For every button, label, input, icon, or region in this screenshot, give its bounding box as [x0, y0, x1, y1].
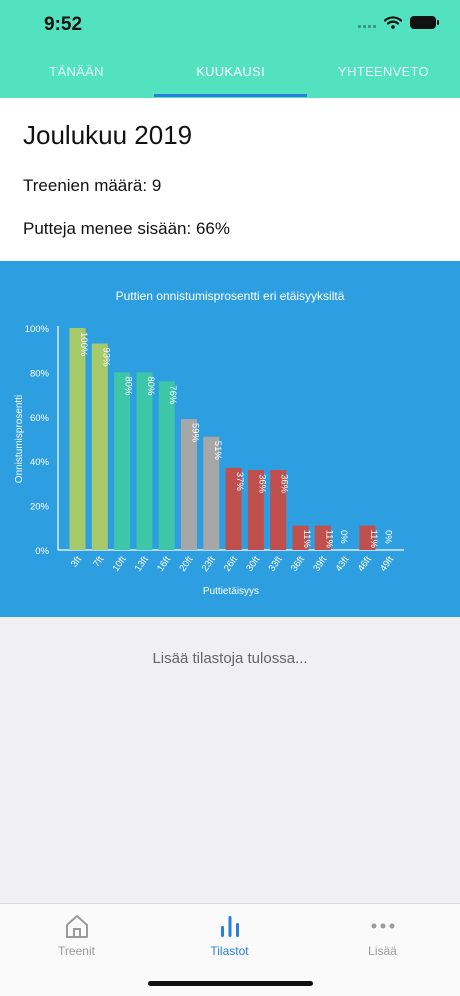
header: 9:52 TÄNÄÄN KUUKAUSI YHTEENVETO [0, 0, 460, 98]
x-tick-label: 30ft [244, 554, 262, 574]
bar-value-label: 76% [167, 385, 178, 405]
x-tick-label: 36ft [289, 554, 307, 574]
y-tick-label: 80% [30, 368, 50, 379]
bar-value-label: 93% [100, 348, 111, 368]
bar [69, 328, 86, 550]
y-tick-label: 100% [25, 324, 50, 335]
x-tick-label: 49ft [378, 554, 396, 574]
tab-month[interactable]: KUUKAUSI [196, 64, 265, 79]
bar [181, 419, 197, 550]
bar [314, 525, 331, 550]
tabbar-label: Treenit [58, 944, 95, 958]
y-tick-label: 20% [30, 502, 50, 513]
bar [359, 525, 376, 550]
session-count: Treenien määrä: 9 [23, 176, 162, 195]
x-tick-label: 46ft [356, 554, 374, 574]
x-tick-label: 13ft [133, 554, 151, 574]
x-tick-label: 43ft [333, 554, 351, 574]
x-tick-label: 26ft [222, 554, 240, 574]
x-tick-label: 33ft [267, 554, 285, 574]
tabbar-item-workouts[interactable]: Treenit [0, 912, 153, 958]
bar-value-label: 80% [123, 376, 134, 396]
tab-indicator [154, 94, 307, 97]
bar-value-label: 37% [234, 472, 245, 492]
status-icons [358, 16, 439, 29]
x-tick-label: 7ft [91, 554, 106, 569]
bar-value-label: 51% [212, 441, 223, 461]
top-tabs: TÄNÄÄN KUUKAUSI YHTEENVETO [0, 56, 460, 98]
bottom-tab-bar: Treenit Tilastot Lisää [0, 903, 460, 996]
y-axis-label: Onnistumisprosentti [14, 395, 25, 483]
x-tick-label: 10ft [110, 554, 128, 574]
tab-summary[interactable]: YHTEENVETO [338, 64, 429, 79]
chart-panel: Puttien onnistumisprosentti eri etäisyyk… [0, 261, 460, 617]
signal-icon [358, 18, 376, 28]
x-tick-label: 23ft [200, 554, 218, 574]
bar-value-label: 80% [145, 376, 156, 396]
status-time: 9:52 [44, 14, 83, 35]
bar [292, 525, 309, 550]
more-dots-icon [371, 923, 394, 929]
bar-value-label: 0% [338, 530, 349, 544]
bar [136, 372, 153, 550]
tabbar-item-statistics[interactable]: Tilastot [153, 912, 306, 958]
more-stats-text: Lisää tilastoja tulossa... [152, 650, 308, 667]
home-icon [65, 915, 88, 938]
bar [203, 436, 220, 550]
bar [158, 381, 175, 550]
battery-icon [410, 16, 439, 29]
y-tick-label: 40% [30, 457, 50, 468]
tabbar-label: Lisää [368, 944, 397, 958]
bar-value-label: 36% [256, 474, 267, 494]
x-tick-label: 20ft [177, 554, 195, 574]
y-tick-label: 60% [30, 413, 50, 424]
tabbar-label: Tilastot [210, 944, 249, 958]
y-tick-label: 0% [35, 546, 49, 557]
bar-chart-icon [220, 916, 239, 937]
putting-chart: 0% 20% 40% 60% 80% 100% 100% 3ft 93% 7ft 80% 10ft 80… [14, 324, 404, 597]
x-tick-label: 16ft [155, 554, 173, 574]
bar-value-label: 36% [279, 474, 290, 494]
bar-value-label: 0% [383, 530, 394, 544]
tab-today[interactable]: TÄNÄÄN [49, 64, 104, 79]
bar-value-label: 100% [78, 332, 89, 357]
bar [247, 470, 264, 550]
bar [91, 343, 108, 550]
putt-percentage: Putteja menee sisään: 66% [23, 219, 230, 238]
bar-value-label: 11% [301, 530, 312, 549]
month-summary: Joulukuu 2019 Treenien määrä: 9 Putteja … [0, 98, 460, 261]
bar [270, 470, 287, 550]
x-tick-label: 3ft [69, 554, 84, 569]
bar [225, 467, 242, 550]
x-tick-label: 39ft [311, 554, 329, 574]
month-title: Joulukuu 2019 [23, 120, 193, 150]
bar [114, 372, 131, 550]
home-indicator [148, 981, 313, 986]
tabbar-item-more[interactable]: Lisää [306, 912, 459, 958]
bar-value-label: 11% [323, 530, 334, 549]
chart-title: Puttien onnistumisprosentti eri etäisyyk… [115, 289, 345, 303]
bar-value-label: 11% [368, 530, 379, 549]
x-axis-label: Puttietäisyys [203, 586, 259, 597]
wifi-icon [384, 16, 402, 29]
bar-value-label: 59% [190, 423, 201, 443]
